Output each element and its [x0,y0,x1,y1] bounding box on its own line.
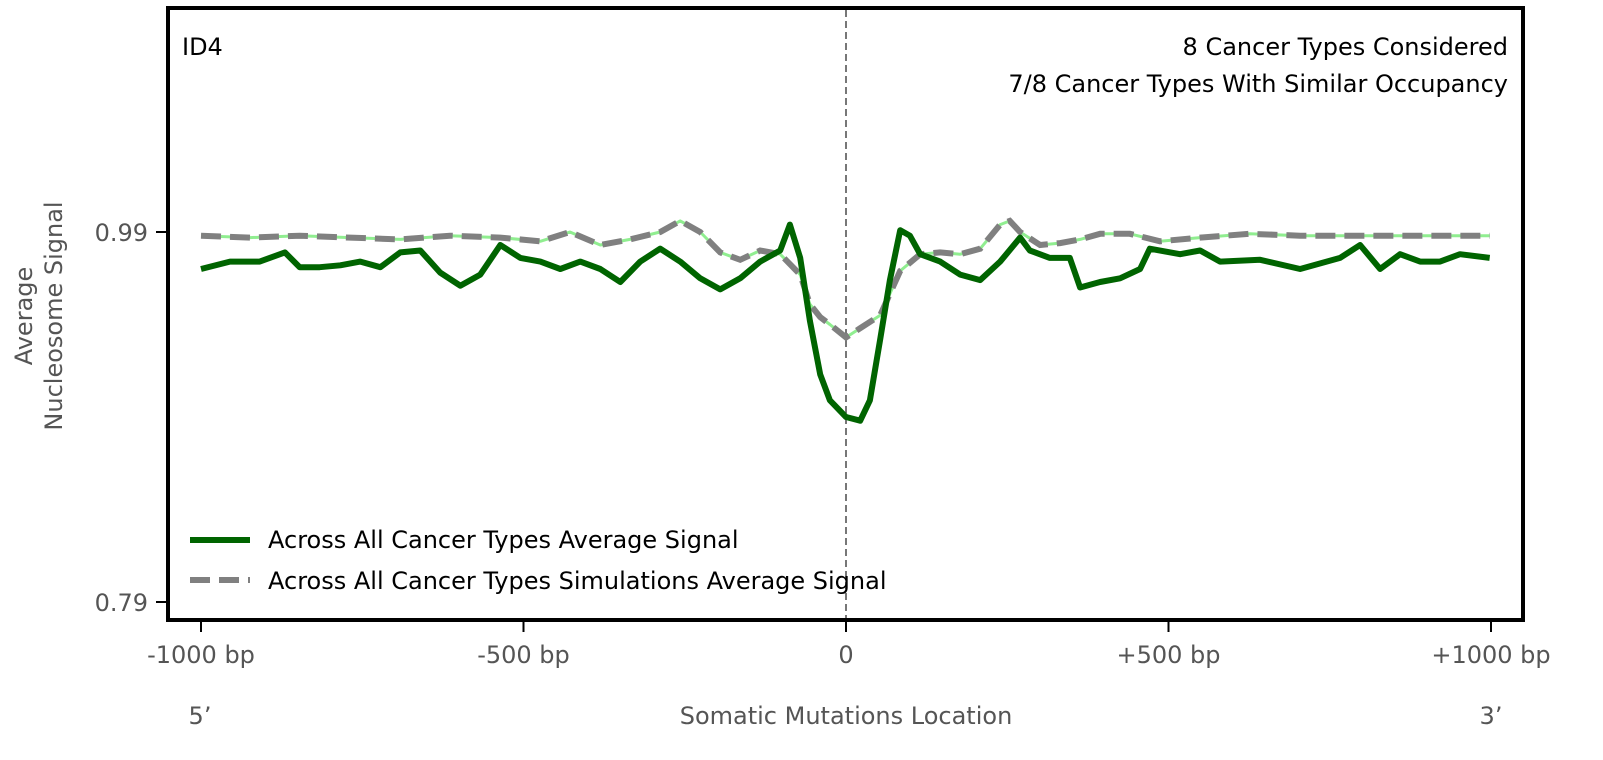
y-axis-label-line2: Nucleosome Signal [40,201,68,430]
panel-label: ID4 [182,33,223,61]
annotation-types-considered: 8 Cancer Types Considered [1183,33,1508,61]
x-tick-label: +500 bp [1116,641,1220,669]
x-tick-label: +1000 bp [1431,641,1550,669]
simulated-signal-line [200,217,1490,342]
x-tick-label: 0 [838,641,853,669]
legend: Across All Cancer Types Average Signal A… [190,526,887,595]
x-axis-label: Somatic Mutations Location [680,702,1013,730]
five-prime-label: 5’ [189,702,212,730]
x-tick-label: -1000 bp [147,641,255,669]
observed-signal-line [200,221,1491,424]
legend-label-simulated: Across All Cancer Types Simulations Aver… [268,567,887,595]
legend-label-observed: Across All Cancer Types Average Signal [268,526,739,554]
y-tick-label: 0.99 [95,219,148,247]
y-axis-label-line1: Average [10,267,38,366]
x-tick-label: -500 bp [477,641,570,669]
annotation-similar-occupancy: 7/8 Cancer Types With Similar Occupancy [1008,70,1508,98]
y-tick-label: 0.79 [95,589,148,617]
three-prime-label: 3’ [1480,702,1503,730]
